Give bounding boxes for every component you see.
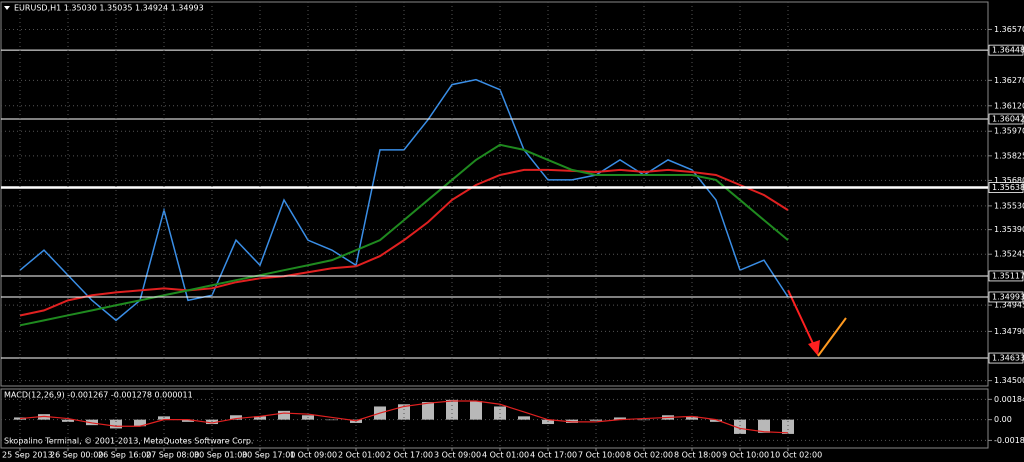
main-panel: [0, 1, 989, 387]
macd-header: MACD(12,26,9) -0.001267 -0.001278 0.0000…: [4, 391, 193, 400]
y-tick-label: -0.001891: [994, 436, 1024, 445]
y-tick-label: 1.34500: [994, 376, 1024, 385]
macd-panel: [0, 388, 989, 449]
y-tick-label: 1.35245: [994, 250, 1024, 259]
macd-bar: [638, 419, 650, 421]
x-tick-label: 4 Oct 17:00: [530, 451, 577, 460]
macd-bar: [470, 400, 482, 420]
down-arrow: [787, 289, 817, 351]
macd-bar: [134, 419, 146, 427]
x-tick-label: 26 Sep 00:00: [50, 451, 103, 460]
y-tick-label: 1.35970: [994, 127, 1024, 136]
level-label-box: [988, 44, 1024, 56]
y-tick-label: 1.36270: [994, 76, 1024, 85]
macd-bar: [734, 419, 746, 434]
x-tick-label: 27 Sep 08:00: [146, 451, 199, 460]
x-tick-label: 2 Oct 01:00: [338, 451, 385, 460]
x-tick-label: 30 Sep 01:00: [194, 451, 247, 460]
level-label: 1.34633: [992, 354, 1024, 363]
y-tick-label: 1.34945: [994, 301, 1024, 310]
y-tick-label: 1.35390: [994, 225, 1024, 234]
level-label-box: [988, 352, 1024, 364]
y-tick-label: 1.35680: [994, 176, 1024, 185]
down-arrow-head: [808, 340, 820, 356]
copyright: Skopalino Terminal, © 2001-2013, MetaQuo…: [4, 437, 253, 446]
macd-bar: [230, 415, 242, 420]
macd-bar: [518, 416, 530, 420]
macd-bar: [590, 419, 602, 421]
level-label-box: [988, 113, 1024, 125]
y-tick-label: 0.001848: [994, 395, 1024, 404]
price-line: [19, 78, 789, 322]
x-tick-label: 4 Oct 01:00: [482, 451, 529, 460]
signal-line: [19, 400, 789, 434]
macd-bar: [758, 419, 770, 433]
x-tick-label: 9 Oct 10:00: [722, 451, 769, 460]
macd-bar: [182, 419, 194, 422]
x-tick-label: 7 Oct 10:00: [578, 451, 625, 460]
x-tick-label: 26 Sep 16:00: [98, 451, 151, 460]
price-line: [19, 143, 789, 327]
price-line: [19, 168, 789, 317]
level-label: 1.35638: [992, 183, 1024, 192]
level-label-box: [988, 182, 1024, 193]
y-tick-label: 1.34790: [994, 327, 1024, 336]
macd-bar: [398, 404, 410, 420]
y-tick-label: 1.36120: [994, 101, 1024, 110]
macd-bar: [710, 419, 722, 422]
y-tick-label: 1.35530: [994, 201, 1024, 210]
x-tick-label: 8 Oct 18:00: [674, 451, 721, 460]
menu-triangle[interactable]: [4, 6, 10, 10]
x-tick-label: 3 Oct 09:00: [434, 451, 481, 460]
x-tick-label: 25 Sep 2013: [2, 451, 53, 460]
y-tick-label: 0.00: [994, 415, 1012, 424]
level-label: 1.35117: [992, 271, 1024, 280]
up-arrow: [817, 317, 847, 357]
y-tick-label: 1.35825: [994, 151, 1024, 160]
level-label: 1.36042: [992, 115, 1024, 124]
chart-header: EURUSD,H1 1.35030 1.35035 1.34924 1.3499…: [14, 4, 204, 13]
level-label-box: [988, 270, 1024, 282]
x-tick-label: 1 Oct 09:00: [290, 451, 337, 460]
macd-bar: [62, 419, 74, 422]
x-tick-label: 8 Oct 02:00: [626, 451, 673, 460]
macd-bar: [326, 419, 338, 421]
macd-bar: [422, 402, 434, 420]
macd-bar: [782, 419, 794, 434]
level-label-box: [988, 291, 1024, 303]
level-label: 1.36448: [992, 46, 1024, 55]
macd-bar: [614, 417, 626, 420]
macd-bar: [278, 410, 290, 420]
level-label: 1.34993: [992, 292, 1024, 301]
y-tick-label: 1.36570: [994, 25, 1024, 34]
x-tick-label: 2 Oct 17:00: [386, 451, 433, 460]
x-tick-label: 30 Sep 17:00: [242, 451, 295, 460]
x-tick-label: 10 Oct 02:00: [770, 451, 822, 460]
macd-bar: [110, 419, 122, 429]
